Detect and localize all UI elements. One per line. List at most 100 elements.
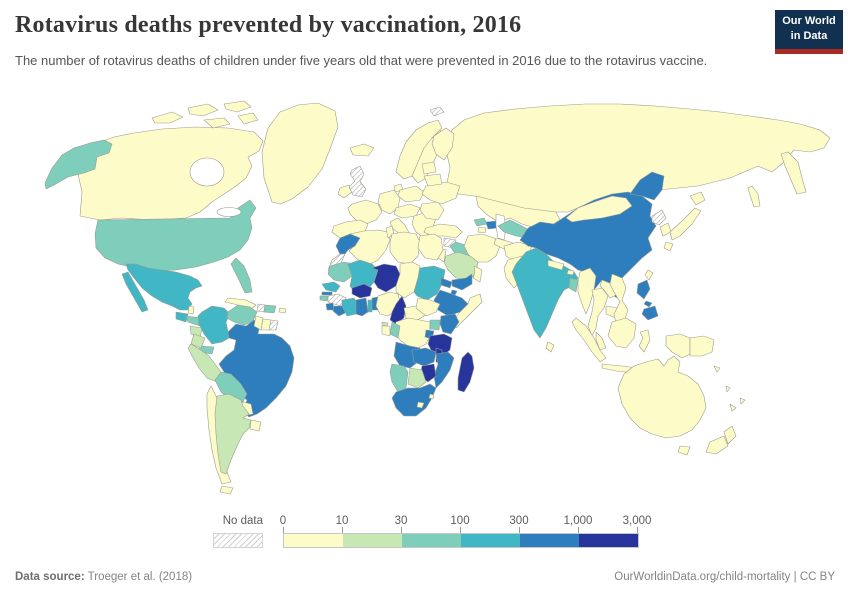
country-united-states-florida[interactable] bbox=[230, 257, 253, 294]
country-indonesia-papua[interactable] bbox=[665, 333, 691, 359]
country-haiti[interactable] bbox=[256, 303, 266, 313]
country-malaysia[interactable] bbox=[595, 331, 607, 351]
country-nepal[interactable] bbox=[547, 259, 565, 271]
country-ukraine[interactable] bbox=[421, 181, 461, 205]
country-indonesia-sumatra[interactable] bbox=[571, 317, 607, 363]
legend-swatch-100-300[interactable] bbox=[461, 534, 520, 547]
country-colombia[interactable] bbox=[197, 305, 231, 345]
country-canada-arctic[interactable] bbox=[223, 100, 252, 113]
country-bhutan[interactable] bbox=[566, 269, 575, 276]
country-canada-arctic[interactable] bbox=[187, 103, 219, 117]
legend-swatch-300-1,000[interactable] bbox=[520, 534, 579, 547]
footer-link[interactable]: OurWorldinData.org/child-mortality bbox=[614, 571, 791, 583]
country-kenya[interactable] bbox=[439, 313, 460, 335]
country-bangladesh[interactable] bbox=[568, 277, 579, 293]
country-algeria[interactable] bbox=[348, 229, 391, 267]
country-thailand[interactable] bbox=[587, 287, 609, 337]
legend-swatch-10-30[interactable] bbox=[343, 534, 402, 547]
country-somalia[interactable] bbox=[453, 293, 483, 329]
country-sudan[interactable] bbox=[413, 265, 446, 301]
country-australia[interactable] bbox=[617, 355, 707, 439]
country-russia-sakhalin[interactable] bbox=[747, 185, 761, 208]
country-united-kingdom[interactable] bbox=[348, 165, 367, 198]
country-belize[interactable] bbox=[187, 305, 195, 315]
country-new-zealand-north[interactable] bbox=[723, 425, 737, 445]
country-mexico[interactable] bbox=[125, 263, 203, 311]
country-madagascar[interactable] bbox=[457, 351, 475, 393]
country-taiwan[interactable] bbox=[644, 269, 654, 281]
country-vanuatu[interactable] bbox=[725, 385, 731, 393]
legend-no-data-swatch[interactable] bbox=[213, 533, 263, 548]
country-gabon[interactable] bbox=[381, 325, 391, 337]
country-south-korea[interactable] bbox=[659, 222, 672, 237]
owid-logo[interactable]: Our World in Data bbox=[775, 10, 843, 54]
country-gambia[interactable] bbox=[321, 291, 333, 296]
country-japan-hokkaido[interactable] bbox=[689, 191, 706, 206]
country-russia-kamchatka[interactable] bbox=[780, 151, 807, 195]
country-burkina-faso[interactable] bbox=[351, 283, 373, 299]
country-french-guiana[interactable] bbox=[268, 319, 279, 331]
country-china-manchuria[interactable] bbox=[629, 171, 665, 201]
country-belarus[interactable] bbox=[423, 173, 443, 187]
country-armenia[interactable] bbox=[477, 226, 487, 234]
country-indonesia-borneo[interactable] bbox=[607, 317, 637, 349]
country-svalbard[interactable] bbox=[429, 106, 445, 117]
country-ghana[interactable] bbox=[355, 297, 369, 317]
country-georgia[interactable] bbox=[473, 217, 488, 227]
country-libya[interactable] bbox=[389, 231, 421, 265]
country-eritrea[interactable] bbox=[440, 277, 453, 289]
country-japan-kyushu[interactable] bbox=[663, 241, 674, 252]
country-philippines-luzon[interactable] bbox=[636, 279, 651, 300]
country-sierra-leone[interactable] bbox=[325, 302, 335, 311]
country-senegal[interactable] bbox=[321, 281, 341, 293]
country-myanmar[interactable] bbox=[577, 267, 597, 315]
country-iran[interactable] bbox=[463, 233, 501, 263]
country-fiji[interactable] bbox=[739, 397, 746, 405]
country-france[interactable] bbox=[347, 199, 383, 225]
country-chad[interactable] bbox=[395, 261, 421, 299]
country-united-states[interactable] bbox=[94, 199, 257, 272]
country-morocco[interactable] bbox=[335, 233, 361, 255]
country-india[interactable] bbox=[511, 247, 579, 339]
country-indonesia-sulawesi[interactable] bbox=[638, 329, 651, 353]
country-angola[interactable] bbox=[393, 341, 421, 369]
country-niger[interactable] bbox=[371, 263, 401, 293]
country-tierra-del-fuego[interactable] bbox=[219, 485, 234, 495]
country-dominican-republic[interactable] bbox=[263, 304, 277, 314]
country-uruguay[interactable] bbox=[249, 419, 262, 432]
country-argentina[interactable] bbox=[214, 393, 252, 475]
legend-swatch-0-10[interactable] bbox=[284, 534, 343, 547]
country-sri-lanka[interactable] bbox=[545, 341, 555, 353]
legend-no-data[interactable]: No data bbox=[213, 515, 263, 548]
country-poland[interactable] bbox=[397, 185, 425, 203]
country-equatorial-guinea[interactable] bbox=[381, 321, 389, 327]
country-greenland[interactable] bbox=[261, 102, 339, 205]
country-guinea-bissau[interactable] bbox=[319, 295, 329, 302]
country-congo[interactable] bbox=[389, 321, 401, 339]
country-south-sudan[interactable] bbox=[415, 297, 441, 317]
country-finland[interactable] bbox=[431, 127, 455, 161]
country-new-caledonia[interactable] bbox=[729, 403, 737, 412]
country-zambia[interactable] bbox=[411, 347, 437, 367]
country-philippines-visayas[interactable] bbox=[643, 300, 653, 308]
country-yemen[interactable] bbox=[451, 273, 473, 291]
country-iceland[interactable] bbox=[349, 143, 375, 157]
country-eswatini[interactable] bbox=[428, 393, 435, 400]
country-egypt[interactable] bbox=[417, 233, 444, 261]
country-ireland[interactable] bbox=[337, 184, 353, 199]
country-ecuador[interactable] bbox=[190, 333, 206, 349]
country-solomon-islands[interactable] bbox=[713, 365, 721, 373]
country-togo[interactable] bbox=[367, 299, 373, 313]
country-botswana[interactable] bbox=[407, 367, 427, 389]
country-namibia[interactable] bbox=[389, 363, 409, 393]
country-uganda[interactable] bbox=[429, 319, 441, 331]
legend-swatch-1,000-3,000[interactable] bbox=[579, 534, 638, 547]
country-baltics[interactable] bbox=[421, 161, 437, 175]
country-canada-arctic[interactable] bbox=[151, 111, 184, 124]
country-canada-arctic[interactable] bbox=[203, 117, 231, 129]
country-mauritania[interactable] bbox=[327, 261, 355, 283]
country-puerto-rico[interactable] bbox=[278, 307, 287, 314]
country-canada-arctic[interactable] bbox=[237, 112, 259, 125]
legend-swatch-30-100[interactable] bbox=[402, 534, 461, 547]
country-mozambique[interactable] bbox=[433, 351, 455, 389]
